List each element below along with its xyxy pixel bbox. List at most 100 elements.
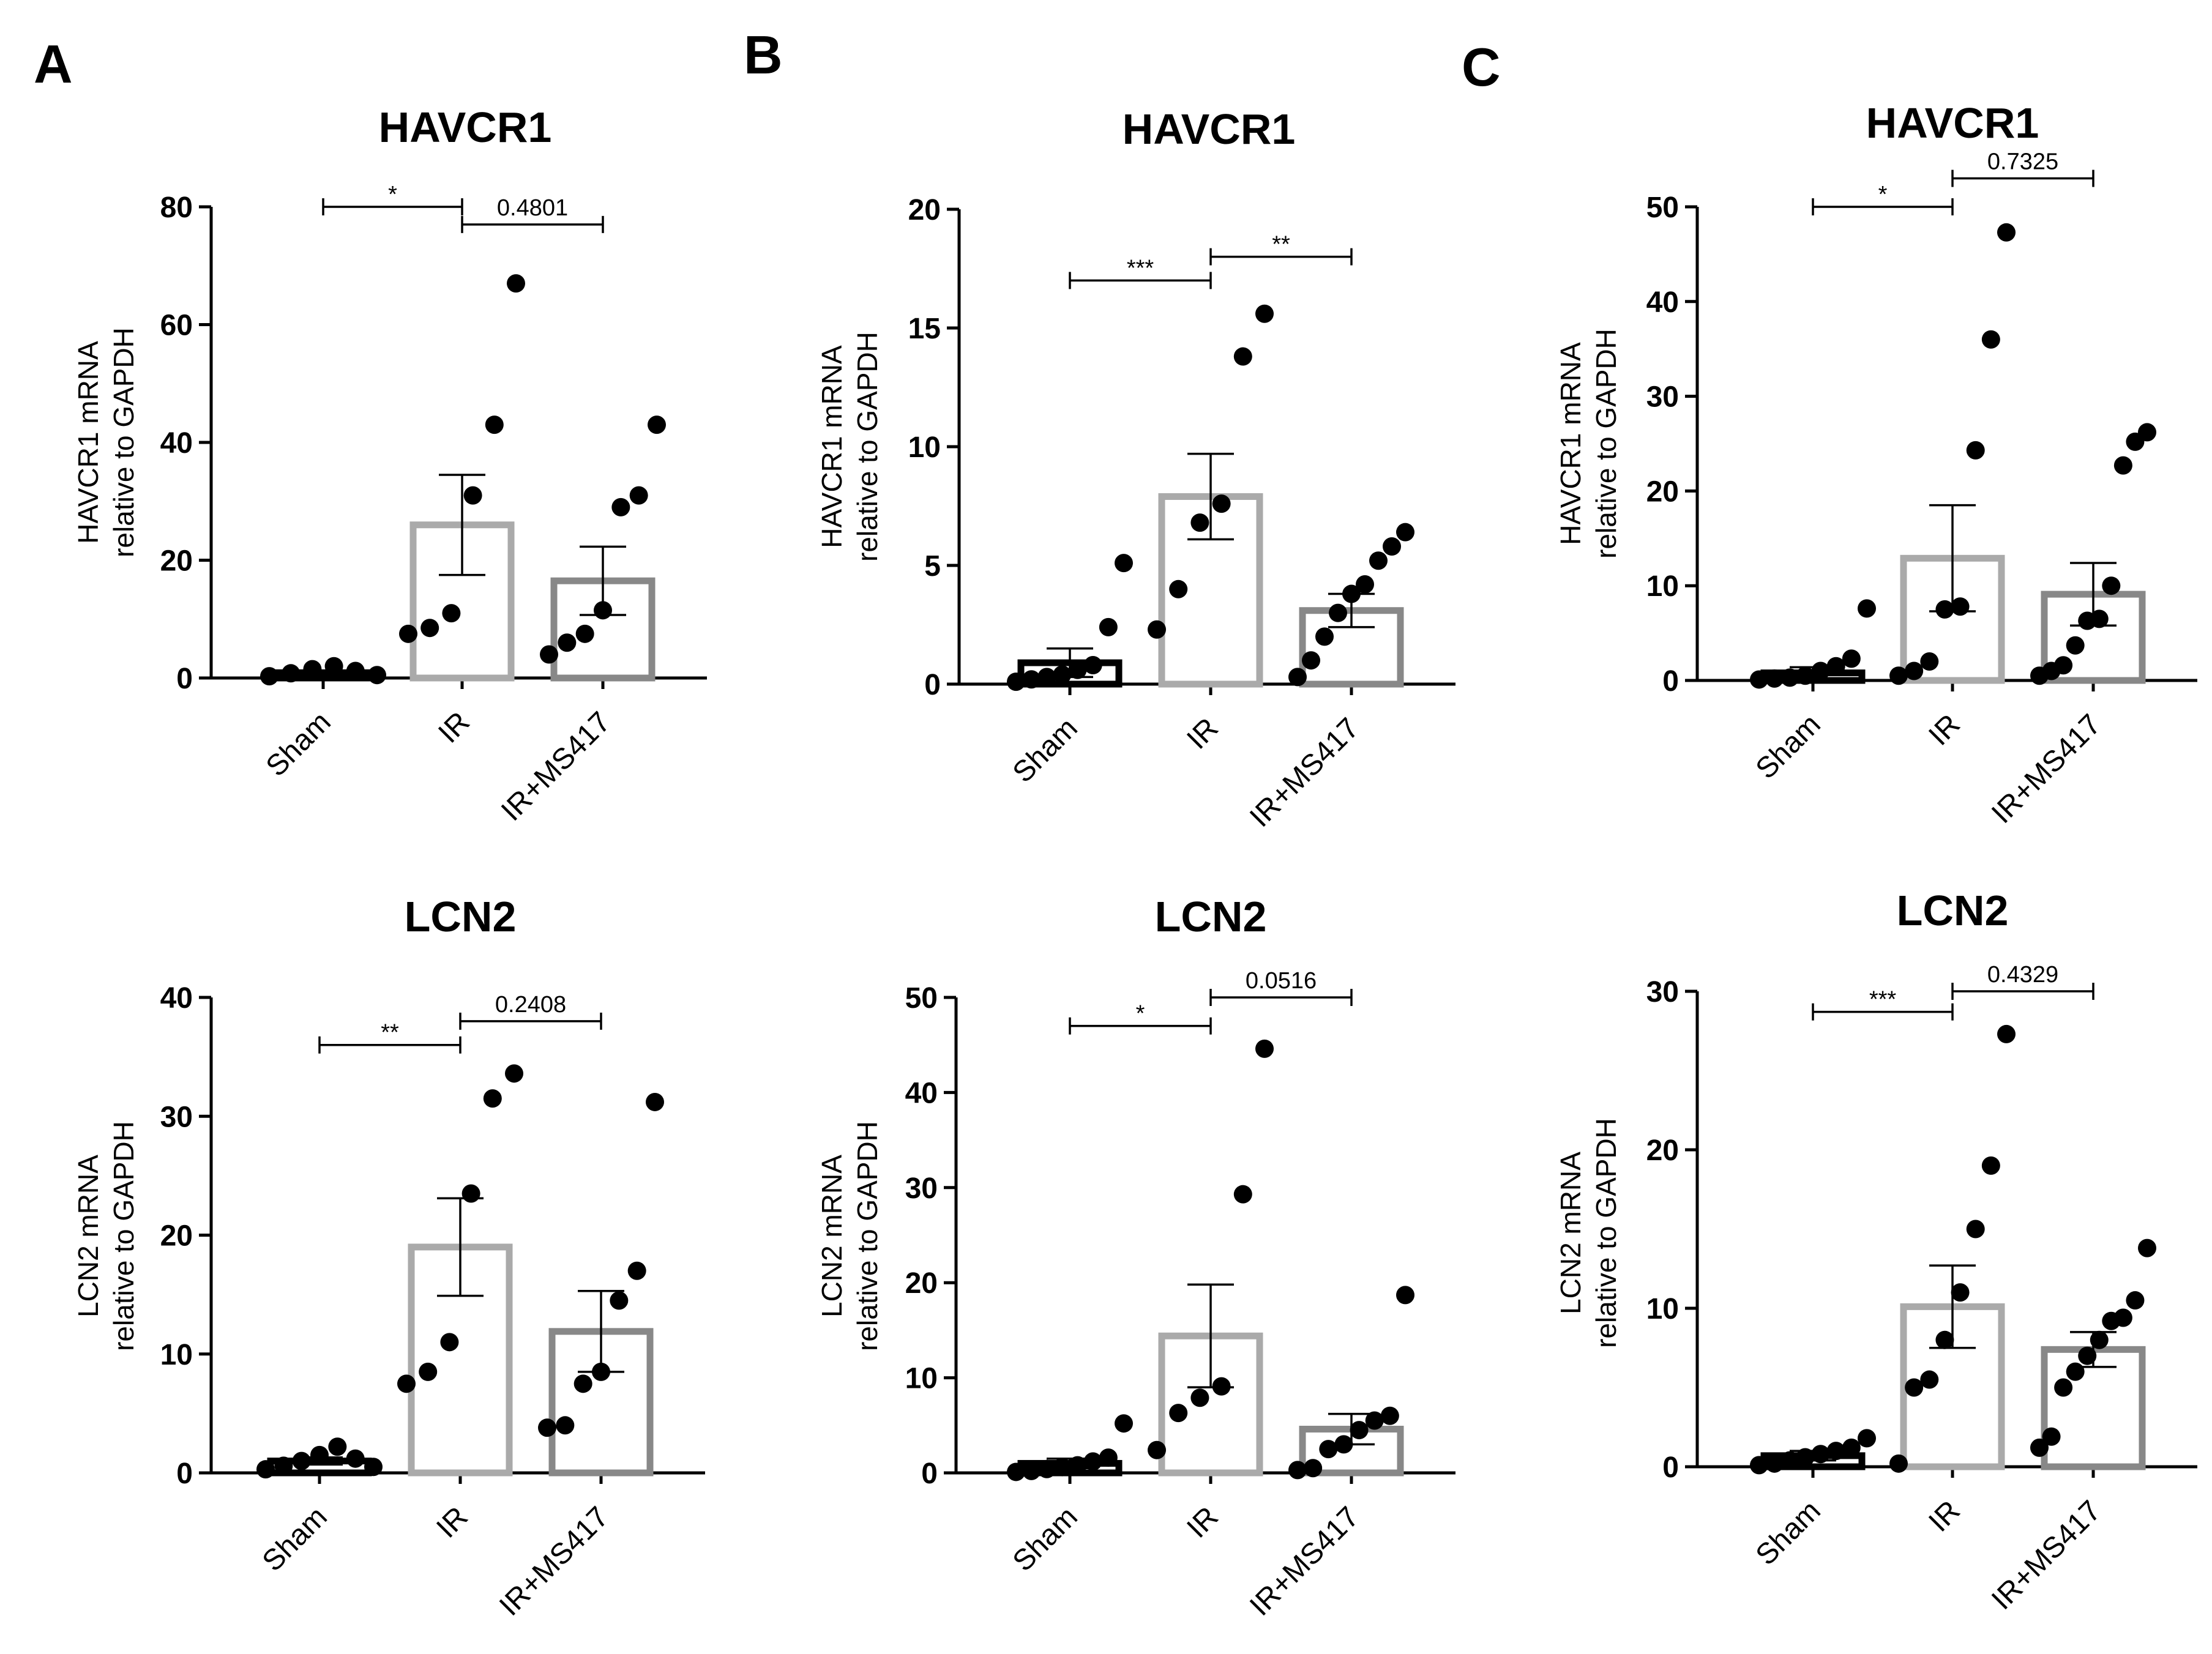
data-point <box>364 1458 383 1477</box>
y-axis-label-line: LCN2 mRNA <box>816 1155 848 1317</box>
y-tick-label: 0 <box>921 1458 938 1490</box>
data-point <box>1811 661 1830 680</box>
y-tick-label: 10 <box>1646 570 1679 603</box>
comparison-label: * <box>388 182 397 207</box>
data-point <box>1920 1370 1939 1389</box>
x-tick-label: IR+MS417 <box>1244 1500 1366 1622</box>
data-point <box>1212 494 1231 513</box>
y-tick-label: 50 <box>905 982 938 1015</box>
x-tick-label: IR <box>1922 1494 1966 1538</box>
data-point <box>1811 1445 1830 1464</box>
y-axis-label-line: LCN2 mRNA <box>72 1155 104 1317</box>
data-point <box>1750 1456 1768 1475</box>
y-axis-label-line: relative to GAPDH <box>1590 329 1622 559</box>
y-tick-label: 20 <box>160 1220 193 1253</box>
comparison-label: 0.4329 <box>1987 962 2058 988</box>
data-point <box>1329 603 1347 622</box>
data-point <box>1319 1440 1338 1459</box>
data-point <box>2113 456 2132 475</box>
comparison-label: * <box>1136 1001 1145 1027</box>
x-tick-label: Sham <box>1007 1500 1084 1578</box>
y-tick-label: 10 <box>905 1363 938 1395</box>
data-point <box>1951 597 1970 616</box>
data-point <box>346 1449 365 1468</box>
data-point <box>1022 1461 1041 1480</box>
data-point <box>1765 669 1784 688</box>
data-point <box>324 657 343 676</box>
data-point <box>1334 1435 1353 1454</box>
chart-title: LCN2 <box>1155 893 1267 941</box>
x-tick-label: IR <box>430 1500 474 1544</box>
x-tick-label: IR+MS417 <box>1986 1494 2107 1616</box>
data-point <box>1396 523 1414 542</box>
data-point <box>1169 579 1188 598</box>
x-tick-label: Sham <box>1750 1494 1827 1571</box>
data-point <box>1765 1454 1784 1473</box>
data-point <box>1037 1459 1056 1478</box>
data-point <box>2090 1330 2109 1349</box>
data-point <box>540 645 558 664</box>
data-point <box>483 1089 502 1108</box>
data-point <box>538 1418 556 1437</box>
data-point <box>1981 330 2000 349</box>
data-point <box>292 1451 311 1470</box>
y-axis-label-line: relative to GAPDH <box>108 327 140 557</box>
data-point <box>1365 1411 1384 1430</box>
data-point <box>2030 1438 2049 1457</box>
data-point <box>2138 1239 2156 1257</box>
y-axis-label-line: HAVCR1 mRNA <box>816 345 848 548</box>
comparison-label: 0.7325 <box>1987 149 2058 175</box>
data-point <box>1190 513 1209 532</box>
y-tick-label: 30 <box>1646 976 1679 1008</box>
data-point <box>611 497 630 516</box>
data-point <box>1288 1461 1307 1480</box>
data-point <box>1842 649 1861 668</box>
data-point <box>1951 1283 1970 1302</box>
y-tick-label: 40 <box>160 982 193 1015</box>
y-axis-label: LCN2 mRNA relative to GAPDH <box>816 1121 883 1351</box>
x-tick-label: Sham <box>1750 708 1827 785</box>
x-tick-label: Sham <box>1007 712 1084 789</box>
x-tick-label: IR+MS417 <box>1986 708 2107 830</box>
y-axis-label-line: HAVCR1 mRNA <box>1555 342 1586 545</box>
data-point <box>485 415 504 434</box>
chart-a-havcr1: HAVCR1 HAVCR1 mRNA relative to GAPDH 0 20 40 6… <box>72 103 707 827</box>
y-tick-label: 10 <box>1646 1293 1679 1325</box>
y-tick-label: 60 <box>160 310 193 342</box>
data-point <box>1350 1421 1369 1440</box>
y-tick-label: 20 <box>1646 475 1679 508</box>
data-point <box>274 1456 293 1475</box>
data-point <box>1826 657 1845 676</box>
y-tick-label: 5 <box>924 550 941 583</box>
data-point <box>1369 551 1388 570</box>
data-point <box>1083 1452 1102 1471</box>
data-point <box>1796 1448 1815 1467</box>
y-axis-label-line: relative to GAPDH <box>851 1121 883 1351</box>
y-tick-label: 20 <box>908 194 941 226</box>
data-point <box>2042 1427 2061 1446</box>
y-tick-label: 30 <box>905 1172 938 1205</box>
data-point <box>1068 660 1087 679</box>
data-point <box>1007 672 1025 691</box>
x-tick-label: IR <box>1181 1500 1224 1544</box>
data-point <box>368 666 386 685</box>
data-point <box>592 1362 610 1381</box>
data-point <box>1935 1330 1954 1349</box>
data-point <box>1997 223 2016 242</box>
data-point <box>1053 665 1072 684</box>
data-point <box>1115 1414 1133 1433</box>
y-axis-label-line: relative to GAPDH <box>851 332 883 562</box>
y-axis-label-line: LCN2 mRNA <box>1555 1152 1586 1314</box>
y-axis-label: LCN2 mRNA relative to GAPDH <box>1555 1118 1622 1348</box>
x-tick-label: IR+MS417 <box>493 1500 615 1622</box>
y-tick-label: 10 <box>908 431 941 464</box>
data-point <box>397 1374 416 1393</box>
data-point <box>1099 617 1118 636</box>
y-tick-label: 30 <box>160 1101 193 1133</box>
data-point <box>1083 655 1102 674</box>
data-point <box>1997 1024 2016 1043</box>
data-point <box>2066 636 2085 655</box>
y-tick-label: 0 <box>176 1458 193 1490</box>
y-tick-label: 30 <box>1646 381 1679 414</box>
comparison-label: * <box>1878 182 1888 207</box>
